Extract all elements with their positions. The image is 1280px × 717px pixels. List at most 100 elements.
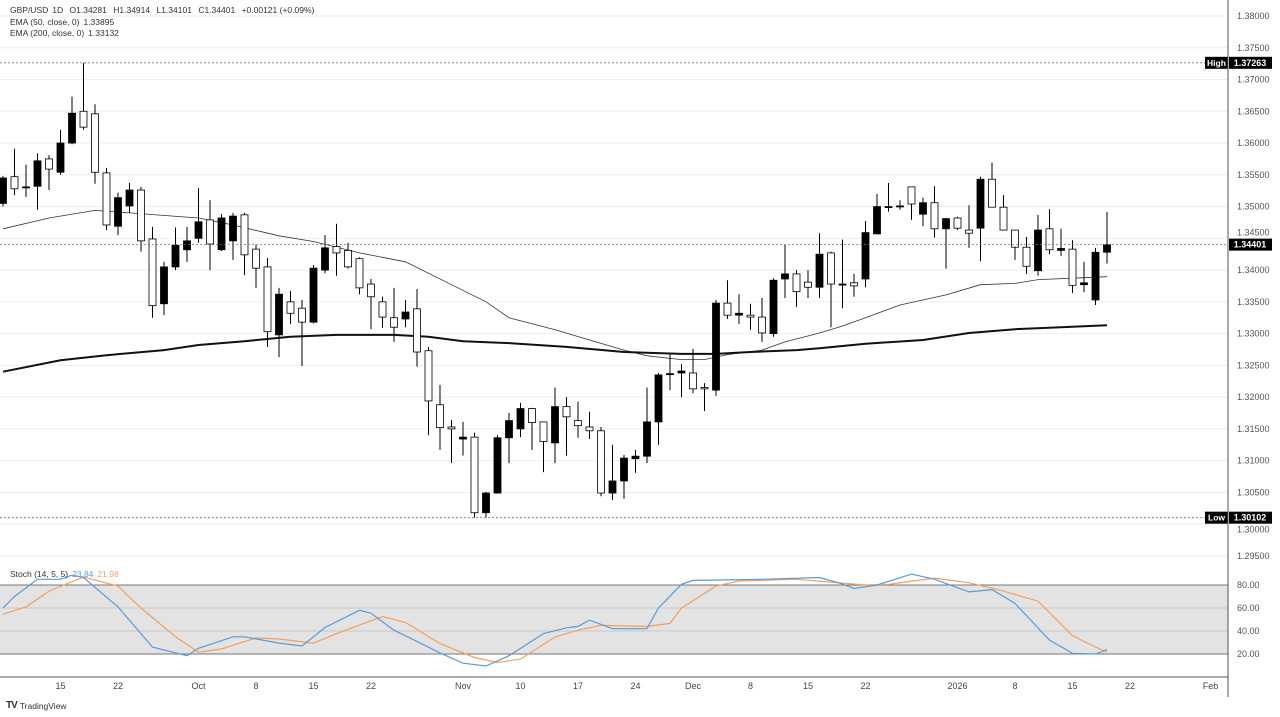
candle <box>183 226 191 262</box>
ema50-legend[interactable]: EMA (50, close, 0) 1.33895 <box>10 17 118 27</box>
price-tick-label: 1.30000 <box>1237 525 1270 535</box>
candle-body <box>367 283 375 298</box>
last-price-marker-value-box <box>1229 238 1272 251</box>
candle-body <box>1057 248 1065 251</box>
candle-body <box>815 253 824 288</box>
candle-body <box>33 160 42 187</box>
axes: 1.38000 1.37500 1.37000 1.36500 1.36000 1.355… <box>0 0 1270 697</box>
candle-body <box>689 372 697 390</box>
candle-body <box>666 373 674 376</box>
time-tick-label: 15 <box>803 681 813 691</box>
candle <box>976 176 985 262</box>
candle-body <box>1103 244 1111 253</box>
candle <box>1034 214 1042 276</box>
candle-body <box>654 374 663 423</box>
candle-body <box>988 178 996 208</box>
candle-body <box>620 457 628 482</box>
candle <box>206 200 214 271</box>
candle-body <box>758 316 766 334</box>
candle <box>0 176 7 207</box>
candle-body <box>965 229 973 234</box>
candle-body <box>378 301 387 318</box>
time-tick-label: 10 <box>515 681 525 691</box>
candle-body <box>643 421 651 457</box>
candle-body <box>240 214 249 256</box>
stoch-d-line <box>2 576 1108 664</box>
time-tick-label: 8 <box>253 681 258 691</box>
candle-body <box>206 219 214 245</box>
candle <box>160 261 168 316</box>
price-tick-label: 1.30500 <box>1237 487 1270 497</box>
candle <box>367 278 375 330</box>
candle <box>700 383 709 412</box>
candle <box>114 192 122 236</box>
price-markers: High 1.37263 Low 1.30102 1.34401 <box>0 56 1272 524</box>
candle-body <box>585 426 594 432</box>
candle-body <box>505 420 513 439</box>
candle <box>102 167 111 231</box>
candle-body <box>769 279 778 334</box>
ohlc-open: O1.34281 <box>69 5 107 15</box>
candle <box>355 257 364 295</box>
candle <box>873 193 881 235</box>
candle-body <box>551 406 559 444</box>
time-tick-label: Oct <box>191 681 206 691</box>
candle <box>240 212 249 276</box>
candle-body <box>91 113 99 173</box>
candlestick-series <box>0 62 1111 518</box>
candle <box>631 449 640 473</box>
candle <box>528 407 536 450</box>
candle <box>321 235 329 274</box>
candle-body <box>321 247 329 271</box>
candle <box>953 216 962 231</box>
candle <box>229 212 237 260</box>
candle-body <box>838 283 847 286</box>
candle <box>677 364 686 398</box>
logo-text: TradingView <box>19 700 67 711</box>
candle-body <box>1011 229 1019 248</box>
price-tick-label: 1.29500 <box>1237 551 1270 561</box>
stoch-tick-label: 20.00 <box>1237 649 1260 659</box>
candle <box>1068 240 1077 293</box>
candle <box>263 258 272 347</box>
candle-body <box>22 186 30 189</box>
candle-body <box>896 205 904 208</box>
low-marker-label: Low <box>1208 513 1225 523</box>
candle-body <box>516 408 525 430</box>
candle-body <box>631 455 640 460</box>
candle-body <box>919 202 927 215</box>
ema200-legend[interactable]: EMA (200, close, 0) 1.33132 <box>10 28 123 38</box>
candle-body <box>907 186 916 205</box>
candle <box>758 298 766 342</box>
candle <box>608 444 617 501</box>
price-tick-label: 1.33500 <box>1237 297 1270 307</box>
candle <box>79 62 88 130</box>
time-tick-label: 8 <box>748 681 753 691</box>
symbol-name[interactable]: GBP/USD <box>10 5 49 15</box>
candle-body <box>194 221 203 239</box>
candle-body <box>298 307 306 323</box>
candle <box>884 183 893 212</box>
time-tick-label: Nov <box>455 681 472 691</box>
candle <box>22 164 30 198</box>
candle <box>838 239 847 309</box>
stoch-lines <box>2 573 1108 667</box>
candle <box>1080 261 1088 293</box>
candle-body <box>976 178 985 229</box>
ohlc-close: C1.34401 <box>198 5 236 15</box>
candle <box>332 223 341 276</box>
time-tick-label: Dec <box>685 681 702 691</box>
tradingview-logo[interactable]: TV TradingView <box>6 700 67 711</box>
price-grid <box>0 15 1228 557</box>
candle-body <box>712 302 720 391</box>
stoch-legend[interactable]: Stoch (14, 5, 5) 23.84 21.98 <box>10 569 123 579</box>
candle-body <box>1091 251 1100 301</box>
candle-body <box>482 492 490 514</box>
ohlc-low: L1.34101 <box>156 5 192 15</box>
candle-body <box>735 312 743 316</box>
candle-body <box>424 350 433 402</box>
stoch-k-line <box>2 573 1108 667</box>
candle <box>309 264 318 324</box>
price-tick-label: 1.36500 <box>1237 106 1270 116</box>
